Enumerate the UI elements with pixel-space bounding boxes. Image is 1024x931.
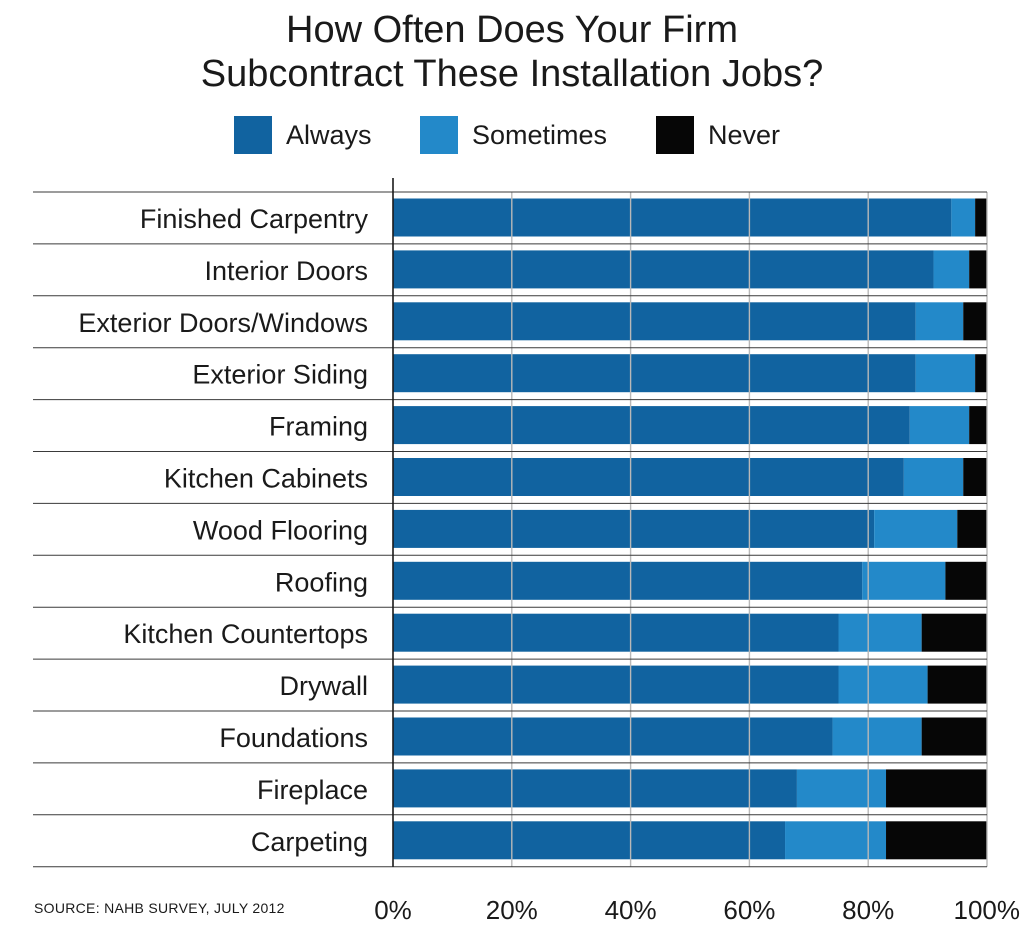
bar-roofing-sometimes: [862, 561, 946, 600]
bar-kitchen-countertops-always: [393, 613, 839, 652]
category-label-drywall: Drywall: [279, 671, 368, 701]
bar-finished-carpentry-never: [975, 198, 987, 237]
bar-interior-doors-always: [393, 250, 934, 289]
bar-kitchen-cabinets-always: [393, 458, 904, 496]
bar-exterior-doors-windows-sometimes: [915, 302, 964, 341]
bar-kitchen-countertops-sometimes: [838, 613, 922, 652]
bar-interior-doors-never: [969, 250, 987, 289]
legend-swatch-never: [656, 116, 694, 154]
source-note: SOURCE: NAHB SURVEY, JULY 2012: [34, 900, 285, 916]
chart-title-line-1: How Often Does Your Firm: [286, 9, 738, 51]
bar-carpeting-never: [886, 821, 987, 860]
legend-item-never: Never: [656, 115, 780, 155]
category-label-kitchen-countertops: Kitchen Countertops: [123, 619, 368, 649]
legend-label-always: Always: [286, 119, 372, 150]
bar-fireplace-always: [393, 769, 797, 808]
legend-swatch-sometimes: [420, 116, 458, 154]
legend-item-always: Always: [234, 115, 372, 155]
category-label-roofing: Roofing: [275, 567, 368, 597]
bar-fireplace-sometimes: [796, 769, 887, 808]
bar-framing-never: [969, 406, 987, 445]
category-label-wood-flooring: Wood Flooring: [193, 515, 368, 545]
bar-roofing-always: [393, 561, 863, 600]
bar-kitchen-countertops-never: [921, 613, 987, 652]
legend-label-sometimes: Sometimes: [472, 119, 608, 150]
bar-foundations-sometimes: [832, 717, 922, 756]
category-label-foundations: Foundations: [219, 723, 368, 753]
bar-wood-flooring-sometimes: [874, 509, 958, 548]
bar-roofing-never: [945, 561, 987, 600]
legend-label-never: Never: [708, 119, 781, 150]
category-label-fireplace: Fireplace: [257, 775, 368, 805]
bar-framing-sometimes: [909, 406, 970, 445]
bar-kitchen-cabinets-sometimes: [903, 458, 964, 496]
category-label-exterior-doors-windows: Exterior Doors/Windows: [78, 308, 368, 338]
category-label-finished-carpentry: Finished Carpentry: [140, 204, 369, 234]
x-tick-label-80: 80%: [842, 895, 894, 925]
category-label-exterior-siding: Exterior Siding: [192, 360, 368, 390]
bar-fireplace-never: [886, 769, 987, 808]
x-tick-label-100: 100%: [954, 895, 1021, 925]
x-tick-label-60: 60%: [723, 895, 775, 925]
bar-foundations-always: [393, 717, 833, 756]
category-label-framing: Framing: [269, 412, 368, 442]
bar-carpeting-sometimes: [785, 821, 887, 860]
legend-item-sometimes: Sometimes: [420, 115, 607, 155]
bar-wood-flooring-never: [957, 509, 987, 548]
category-label-interior-doors: Interior Doors: [204, 256, 368, 286]
x-tick-label-0: 0%: [374, 895, 412, 925]
chart-title-line-2: Subcontract These Installation Jobs?: [200, 53, 824, 95]
bar-drywall-sometimes: [838, 665, 928, 704]
bar-exterior-siding-sometimes: [915, 354, 976, 393]
category-label-carpeting: Carpeting: [251, 827, 368, 857]
bar-wood-flooring-always: [393, 509, 875, 548]
bar-drywall-never: [927, 665, 987, 704]
bar-finished-carpentry-sometimes: [951, 198, 976, 237]
bar-drywall-always: [393, 665, 839, 704]
bar-finished-carpentry-always: [393, 198, 952, 237]
x-tick-label-20: 20%: [486, 895, 538, 925]
bar-exterior-doors-windows-always: [393, 302, 916, 341]
bar-exterior-siding-always: [393, 354, 916, 393]
bar-exterior-siding-never: [975, 354, 987, 393]
bar-exterior-doors-windows-never: [963, 302, 987, 341]
bar-interior-doors-sometimes: [933, 250, 970, 289]
legend-swatch-always: [234, 116, 272, 154]
category-label-kitchen-cabinets: Kitchen Cabinets: [164, 463, 368, 493]
bar-foundations-never: [921, 717, 987, 756]
bar-framing-always: [393, 406, 910, 445]
x-tick-label-40: 40%: [605, 895, 657, 925]
bar-kitchen-cabinets-never: [963, 458, 987, 496]
bar-carpeting-always: [393, 821, 786, 860]
